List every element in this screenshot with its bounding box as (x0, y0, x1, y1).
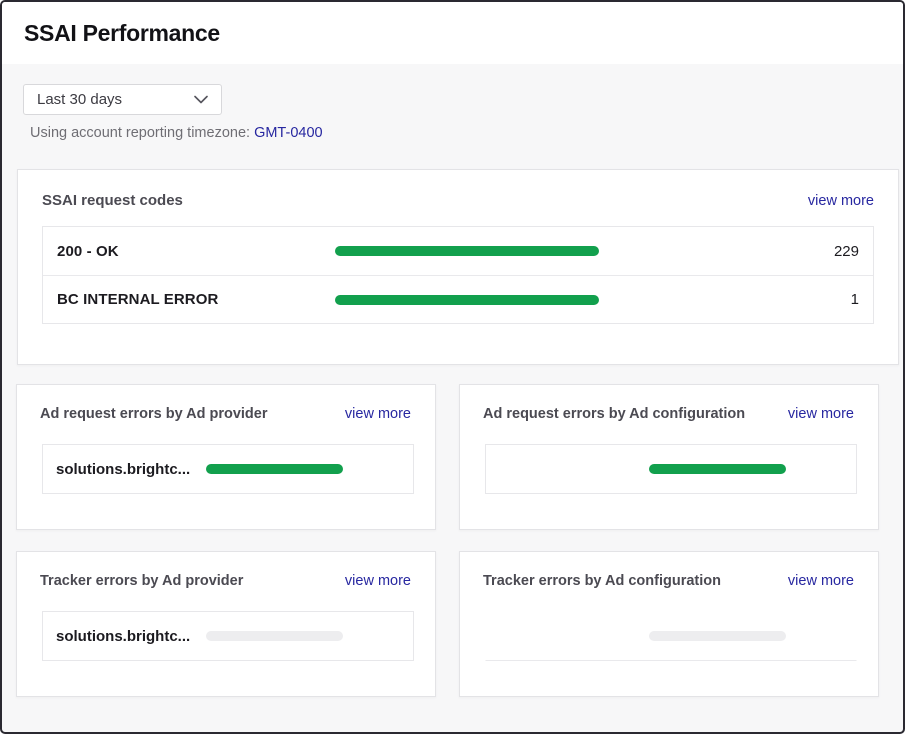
value-bar (649, 464, 786, 474)
card-head: Ad request errors by Ad provider view mo… (40, 406, 412, 422)
page-title: SSAI Performance (24, 20, 220, 47)
date-range-select[interactable]: Last 30 days (23, 84, 222, 115)
card-title: Tracker errors by Ad provider (40, 573, 243, 589)
card-title: Tracker errors by Ad configuration (483, 573, 721, 589)
card-ad-request-errors-by-provider: Ad request errors by Ad provider view mo… (16, 384, 436, 530)
card-title: SSAI request codes (42, 192, 183, 209)
table-row (485, 611, 857, 661)
date-range-value: Last 30 days (37, 91, 122, 108)
bar-zone (335, 246, 599, 256)
chevron-down-icon (194, 95, 208, 104)
timezone-note: Using account reporting timezone: GMT-04… (30, 125, 895, 141)
page-header: SSAI Performance (2, 2, 903, 64)
value-bar (335, 246, 599, 256)
request-codes-table: 200 - OK 229 BC INTERNAL ERROR 1 (42, 226, 874, 324)
row-label: 200 - OK (57, 243, 335, 260)
table-row: BC INTERNAL ERROR 1 (43, 275, 873, 323)
card-head: SSAI request codes view more (42, 192, 874, 209)
card-tracker-errors-by-provider: Tracker errors by Ad provider view more … (16, 551, 436, 697)
card-tracker-errors-by-configuration: Tracker errors by Ad configuration view … (459, 551, 879, 697)
value-bar (335, 295, 599, 305)
table-row: 200 - OK 229 (43, 227, 873, 275)
card-head: Tracker errors by Ad configuration view … (483, 573, 855, 589)
card-head: Ad request errors by Ad configuration vi… (483, 406, 855, 422)
card-ad-request-errors-by-configuration: Ad request errors by Ad configuration vi… (459, 384, 879, 530)
card-ssai-request-codes: SSAI request codes view more 200 - OK 22… (17, 169, 899, 365)
value-bar (649, 631, 786, 641)
view-more-link[interactable]: view more (788, 406, 854, 422)
view-more-link[interactable]: view more (788, 573, 854, 589)
card-head: Tracker errors by Ad provider view more (40, 573, 412, 589)
timezone-note-text: Using account reporting timezone: (30, 125, 250, 141)
row-value: 1 (599, 291, 859, 308)
report-controls: Last 30 days Using account reporting tim… (23, 84, 895, 141)
row-label: BC INTERNAL ERROR (57, 291, 335, 308)
card-title: Ad request errors by Ad provider (40, 406, 268, 422)
table-row: solutions.brightc... (42, 611, 414, 661)
content-area: Last 30 days Using account reporting tim… (2, 64, 903, 697)
value-bar (206, 464, 343, 474)
row-value: 229 (599, 243, 859, 260)
view-more-link[interactable]: view more (345, 406, 411, 422)
ssai-performance-page: SSAI Performance Last 30 days Using acco… (0, 0, 905, 734)
bar-zone (335, 295, 599, 305)
value-bar (206, 631, 343, 641)
view-more-link[interactable]: view more (345, 573, 411, 589)
table-row (485, 444, 857, 494)
card-title: Ad request errors by Ad configuration (483, 406, 745, 422)
table-row: solutions.brightc... (42, 444, 414, 494)
row-label: solutions.brightc... (56, 628, 206, 645)
view-more-link[interactable]: view more (808, 193, 874, 209)
row-label: solutions.brightc... (56, 461, 206, 478)
timezone-link[interactable]: GMT-0400 (254, 125, 323, 141)
small-cards-grid: Ad request errors by Ad provider view mo… (16, 384, 879, 697)
